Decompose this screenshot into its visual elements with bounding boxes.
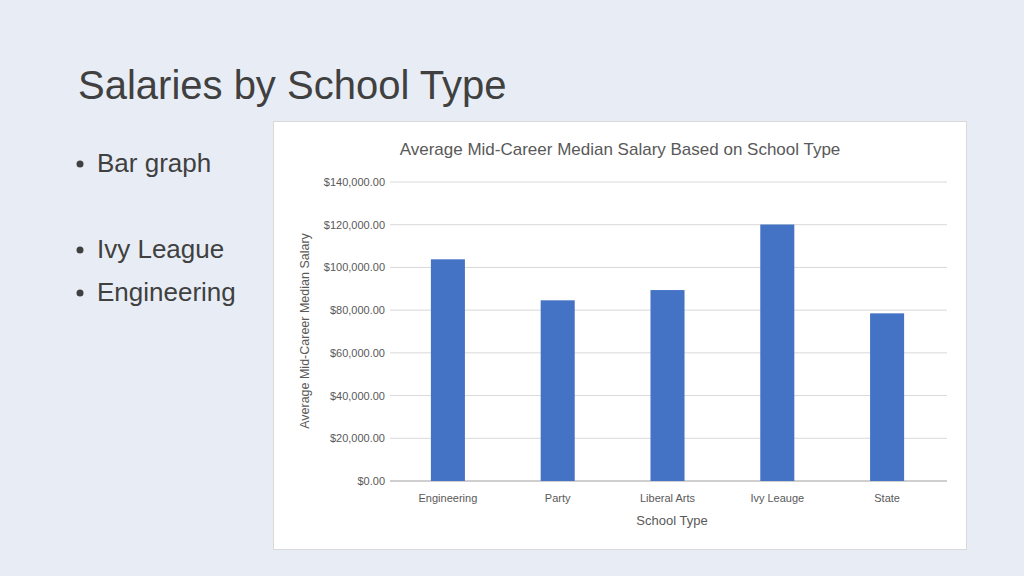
bars: [431, 225, 904, 481]
grid-line: [390, 182, 947, 183]
y-tick-label: $100,000.00: [324, 261, 385, 273]
bar: [760, 225, 794, 481]
chart-area: [274, 122, 967, 550]
bar: [650, 290, 684, 481]
x-tick-label: Party: [545, 492, 571, 504]
slide-background: [0, 0, 1024, 576]
y-tick-label: $120,000.00: [324, 219, 385, 231]
x-tick-label: Ivy Leauge: [750, 492, 804, 504]
y-tick-label: $140,000.00: [324, 176, 385, 188]
y-tick-label: $40,000.00: [330, 390, 385, 402]
grid-line: [390, 224, 947, 225]
y-tick-label: $60,000.00: [330, 347, 385, 359]
bullet-dot: [77, 161, 84, 168]
x-tick-label: Engineering: [419, 492, 478, 504]
x-axis-label: School Type: [636, 513, 707, 528]
slide-title: Salaries by School Type: [78, 63, 506, 107]
x-tick-label: Liberal Arts: [640, 492, 696, 504]
y-tick-label: $0.00: [357, 475, 385, 487]
y-tick-label: $80,000.00: [330, 304, 385, 316]
bullet-dot: [77, 290, 84, 297]
bullet-dot: [77, 247, 84, 254]
bar: [541, 300, 575, 481]
x-tick-label: State: [874, 492, 900, 504]
bullet-text: Bar graph: [97, 148, 211, 178]
y-axis-label: Average Mid-Career Median Salary: [298, 232, 312, 428]
chart-title: Average Mid-Career Median Salary Based o…: [400, 140, 841, 159]
bullet-text: Engineering: [97, 277, 236, 307]
slide: Salaries by School Type Bar graph Ivy Leag…: [0, 0, 1024, 576]
bullet-text: Ivy League: [97, 234, 224, 264]
bar: [431, 259, 465, 481]
bar: [870, 313, 904, 481]
grid-line: [390, 267, 947, 268]
y-tick-label: $20,000.00: [330, 432, 385, 444]
